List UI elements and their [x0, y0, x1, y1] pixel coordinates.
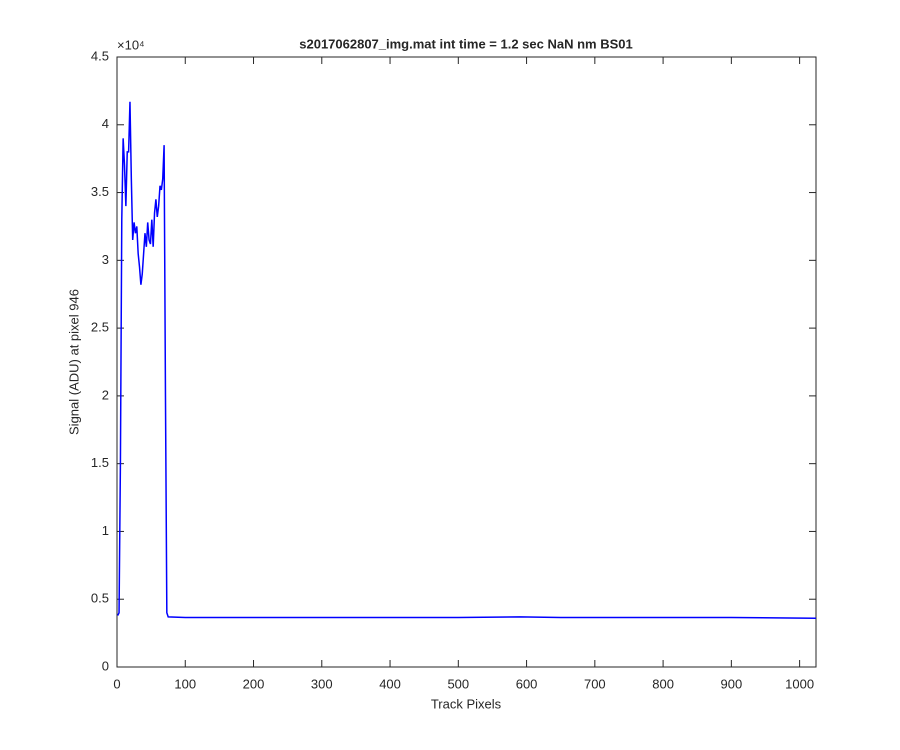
y-tick-label: 4 — [102, 116, 109, 131]
x-tick-label: 400 — [379, 676, 401, 691]
y-exponent-label: ×10⁴ — [117, 37, 145, 52]
y-tick-label: 2 — [102, 387, 109, 402]
x-axis-label: Track Pixels — [431, 696, 502, 711]
y-tick-label: 3 — [102, 252, 109, 267]
y-axis-label: Signal (ADU) at pixel 946 — [66, 289, 81, 435]
y-tick-label: 2.5 — [91, 320, 109, 335]
x-tick-label: 500 — [447, 676, 469, 691]
x-tick-label: 300 — [311, 676, 333, 691]
x-tick-label: 0 — [113, 676, 120, 691]
x-tick-label: 900 — [721, 676, 743, 691]
y-tick-label: 0.5 — [91, 591, 109, 606]
x-tick-label: 100 — [174, 676, 196, 691]
y-tick-label: 0 — [102, 658, 109, 673]
y-tick-label: 4.5 — [91, 48, 109, 63]
x-tick-label: 1000 — [785, 676, 814, 691]
y-tick-label: 1 — [102, 523, 109, 538]
axes-box — [116, 56, 817, 668]
x-tick-label: 700 — [584, 676, 606, 691]
plot-area — [117, 57, 816, 667]
chart-title: s2017062807_img.mat int time = 1.2 sec N… — [299, 36, 633, 51]
y-tick-label: 3.5 — [91, 184, 109, 199]
data-line — [117, 101, 817, 619]
x-tick-label: 200 — [243, 676, 265, 691]
x-tick-label: 800 — [652, 676, 674, 691]
y-tick-label: 1.5 — [91, 455, 109, 470]
x-tick-label: 600 — [516, 676, 538, 691]
